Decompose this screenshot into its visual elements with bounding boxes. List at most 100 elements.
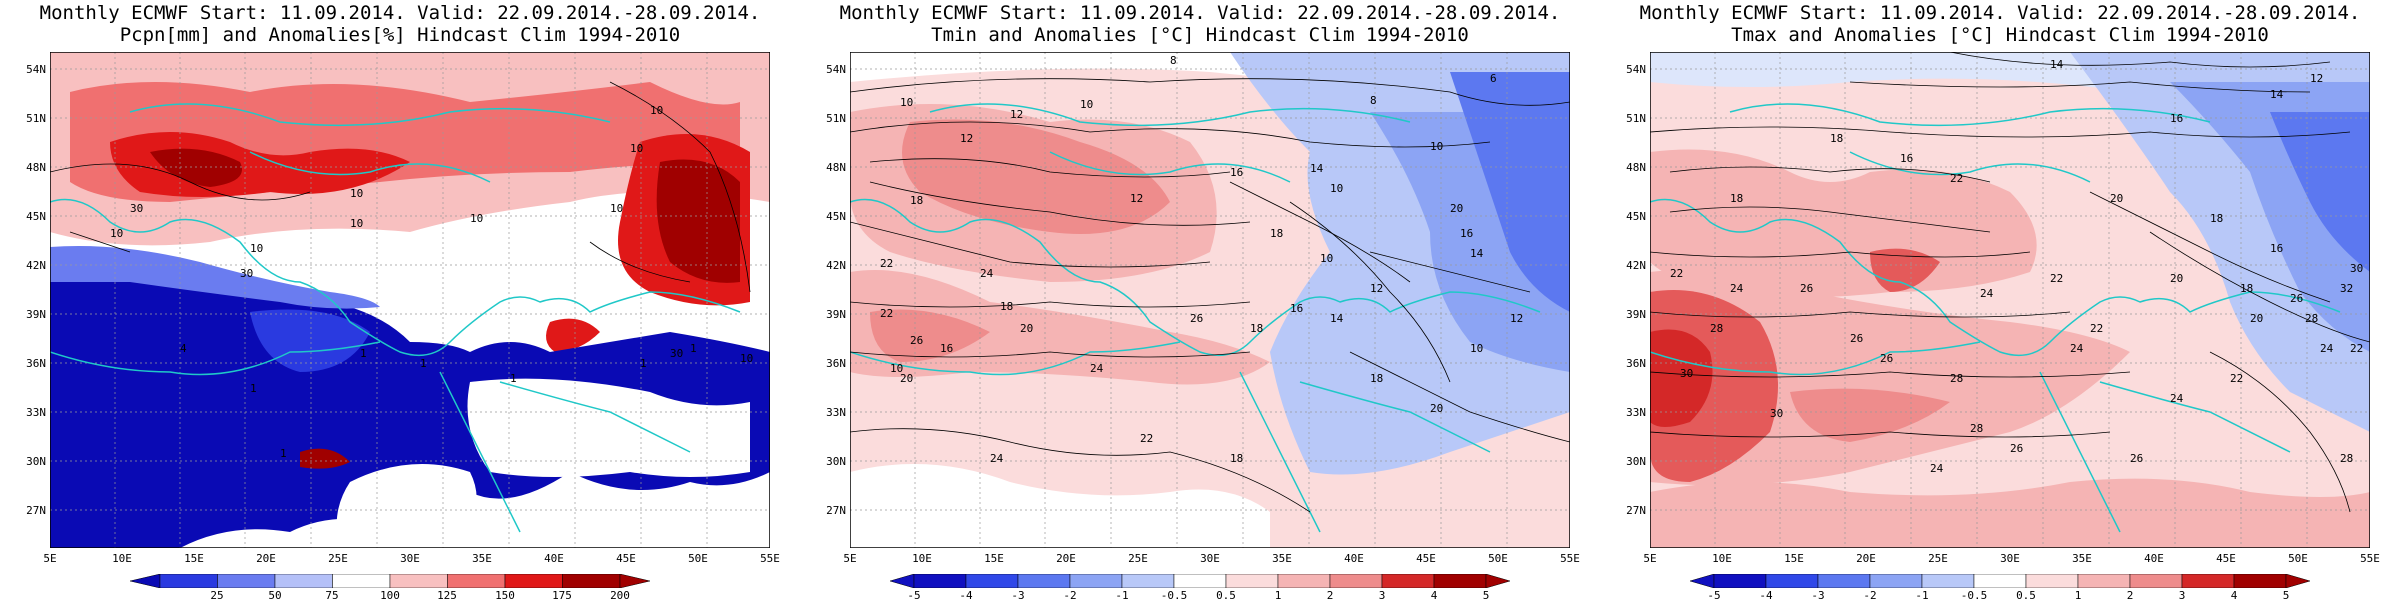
contour-label: 12	[960, 132, 973, 145]
contour-label: 30	[1770, 407, 1783, 420]
contour-label: 6	[1490, 72, 1497, 85]
panel-title: Monthly ECMWF Start: 11.09.2014. Valid: …	[39, 2, 761, 24]
lon-label: 25E	[1928, 552, 1948, 565]
panel-subtitle: Tmin and Anomalies [°C] Hindcast Clim 19…	[931, 24, 1469, 46]
colorbar-tick: -1	[1915, 589, 1929, 602]
contour-label: 18	[910, 194, 923, 207]
precip-colorbar-ticks: 25 50 75 100 125 150 175 200	[130, 589, 650, 602]
lon-label: 45E	[616, 552, 636, 565]
lat-label: 39N	[1626, 308, 1646, 321]
contour-label: 10	[900, 96, 913, 109]
lat-label: 27N	[26, 504, 46, 517]
colorbar-tick: 5	[2282, 589, 2290, 602]
colorbar-tick: 4	[2230, 589, 2238, 602]
contour-label: 24	[980, 267, 994, 280]
lat-label: 27N	[826, 504, 846, 517]
contour-label: 20	[1430, 402, 1443, 415]
lat-label: 54N	[1626, 63, 1646, 76]
contour-label: 12	[1010, 108, 1023, 121]
lon-label: 55E	[760, 552, 780, 565]
lon-label: 40E	[2144, 552, 2164, 565]
contour-label: 22	[2350, 342, 2363, 355]
colorbar-tick: 150	[495, 589, 515, 602]
lon-label: 10E	[912, 552, 932, 565]
lon-label: 25E	[1128, 552, 1148, 565]
contour-label: 14	[1330, 312, 1344, 325]
contour-label: 28	[2340, 452, 2353, 465]
colorbar-tick: 75	[325, 589, 339, 602]
contour-label: 10	[250, 242, 263, 255]
contour-label: 26	[1190, 312, 1203, 325]
contour-label: 26	[2130, 452, 2143, 465]
colorbar-tick: -0.5	[1960, 589, 1988, 602]
lat-label: 36N	[826, 357, 846, 370]
contour-label: 16	[2170, 112, 2183, 125]
contour-label: 16	[1900, 152, 1913, 165]
lat-label: 30N	[1626, 455, 1646, 468]
colorbar-tick: -0.5	[1160, 589, 1188, 602]
tmin-colorbar	[890, 574, 1510, 588]
lon-label: 40E	[1344, 552, 1364, 565]
colorbar-tick: -1	[1115, 589, 1129, 602]
contour-label: 20	[2170, 272, 2183, 285]
contour-label: 16	[1290, 302, 1303, 315]
colorbar-tick: 5	[1482, 589, 1490, 602]
panel-title: Monthly ECMWF Start: 11.09.2014. Valid: …	[839, 2, 1561, 24]
colorbar-tick: -2	[1863, 589, 1877, 602]
tmax-colorbar-ticks: -5 -4 -3 -2 -1 -0.5 0.5 1 2 3 4 5	[1690, 589, 2310, 602]
lon-label: 15E	[984, 552, 1004, 565]
lat-label: 48N	[1626, 161, 1646, 174]
contour-label: 10	[1320, 252, 1333, 265]
contour-label: 24	[1930, 462, 1944, 475]
contour-label: 10	[350, 187, 363, 200]
contour-label: 1	[510, 372, 517, 385]
contour-label: 20	[2110, 192, 2123, 205]
contour-label: 10	[890, 362, 903, 375]
lat-label: 36N	[26, 357, 46, 370]
lat-label: 48N	[826, 161, 846, 174]
tmin-colorbar-ticks: -5 -4 -3 -2 -1 -0.5 0.5 1 2 3 4 5	[890, 589, 1510, 602]
tmin-panel: Monthly ECMWF Start: 11.09.2014. Valid: …	[800, 0, 1600, 602]
colorbar-tick: 4	[1430, 589, 1438, 602]
contour-label: 30	[1680, 367, 1693, 380]
lon-label: 10E	[112, 552, 132, 565]
colorbar-tick: -5	[907, 589, 921, 602]
contour-label: 1	[640, 357, 647, 370]
lat-label: 33N	[1626, 406, 1646, 419]
contour-label: 18	[1730, 192, 1743, 205]
colorbar-tick: 1	[2074, 589, 2082, 602]
contour-label: 10	[350, 217, 363, 230]
colorbar-tick: 3	[2178, 589, 2186, 602]
lon-label: 15E	[1784, 552, 1804, 565]
lat-label: 42N	[1626, 259, 1646, 272]
contour-label: 30	[130, 202, 143, 215]
lon-label: 35E	[472, 552, 492, 565]
lon-label: 5E	[843, 552, 857, 565]
lat-label: 36N	[1626, 357, 1646, 370]
tmax-map: 14 12 14 16 18 16 18 22 20 18 16 22 24 2…	[1650, 52, 2370, 548]
contour-label: 22	[1140, 432, 1153, 445]
contour-label: 20	[1450, 202, 1463, 215]
contour-label: 18	[2240, 282, 2253, 295]
contour-label: 14	[2050, 58, 2064, 71]
contour-label: 10	[1470, 342, 1483, 355]
colorbar-tick: 200	[610, 589, 630, 602]
colorbar-tick: 1	[1274, 589, 1282, 602]
colorbar-tick: -3	[1011, 589, 1025, 602]
colorbar-tick: -4	[959, 589, 973, 602]
contour-label: 10	[1430, 140, 1443, 153]
lat-label: 51N	[826, 112, 846, 125]
contour-label: 26	[910, 334, 923, 347]
lon-label: 50E	[1488, 552, 1508, 565]
precip-map: 10 10 10 10 30 10 30 10 4 1 1 1 1 1 10 1…	[50, 52, 770, 548]
contour-label: 12	[2310, 72, 2323, 85]
lat-label: 42N	[26, 259, 46, 272]
contour-label: 28	[1710, 322, 1723, 335]
lat-label: 45N	[826, 210, 846, 223]
contour-label: 18	[1830, 132, 1843, 145]
contour-label: 26	[1850, 332, 1863, 345]
contour-label: 14	[1310, 162, 1324, 175]
lat-label: 27N	[1626, 504, 1646, 517]
contour-label: 10	[650, 104, 663, 117]
lat-label: 33N	[826, 406, 846, 419]
